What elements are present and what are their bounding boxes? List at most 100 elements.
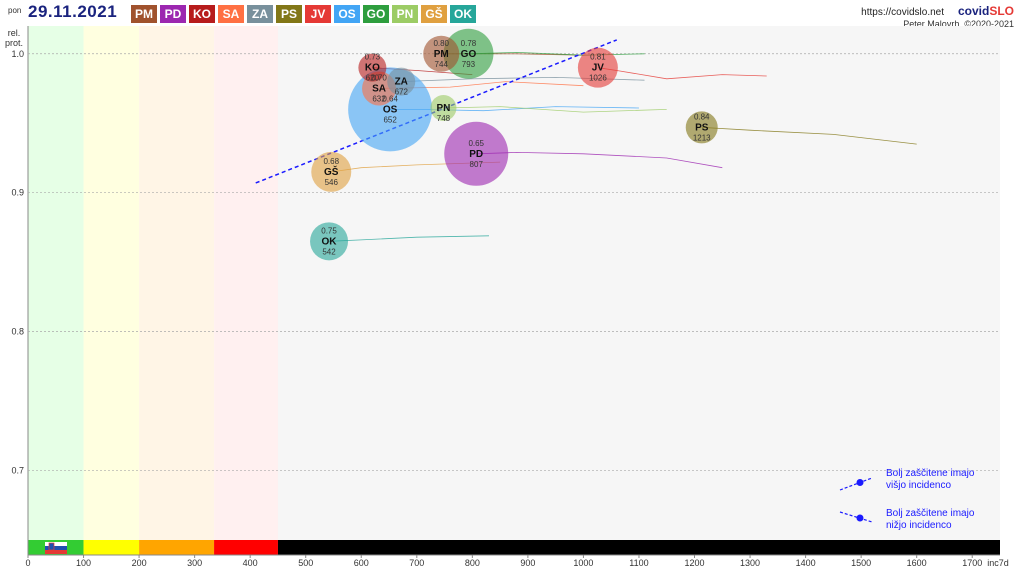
zone-band-1: [83, 26, 140, 540]
bubble-value: 0.75: [321, 226, 337, 235]
legend-chip-pm[interactable]: PM: [131, 5, 157, 23]
bubble-x-value: 1213: [693, 133, 711, 142]
legend-chip-go[interactable]: GO: [363, 5, 389, 23]
x-tick-label: 1100: [629, 558, 648, 568]
bubble-value: 0.70: [371, 74, 387, 83]
bubble-value: 0.73: [365, 53, 381, 62]
zone-band-0: [28, 26, 84, 540]
y-axis-label: rel.: [8, 28, 21, 38]
annotation-dot-1: [856, 514, 864, 522]
bubble-pm: [423, 35, 460, 72]
bubble-x-value: 744: [435, 60, 449, 69]
bubble-x-value: 546: [325, 178, 339, 187]
legend-chip-gš[interactable]: GŠ: [421, 5, 447, 23]
x-tick-label: 800: [465, 558, 480, 568]
zone-bar-4: [277, 540, 1000, 555]
legend-chip-ok[interactable]: OK: [450, 5, 476, 23]
bubble-x-value: 1026: [589, 74, 607, 83]
bubble-x-value: 807: [470, 160, 484, 169]
x-tick-label: 1400: [796, 558, 816, 568]
brand-main: covid: [957, 4, 990, 18]
region-legend: PM PD KO SA ZA PS JV OS GO PN GŠ OK: [131, 5, 476, 23]
bubble-code: ZA: [395, 77, 408, 88]
x-tick-label: 500: [298, 558, 313, 568]
trail-pn: [443, 106, 667, 113]
flag-stripe-red: [45, 550, 67, 554]
flag-stripe-blue: [45, 546, 67, 550]
annotation-text-0: višjo incidenco: [886, 480, 951, 491]
brand-logo: covidSLO: [958, 4, 1014, 18]
y-tick-label: 1.0: [11, 49, 24, 59]
bubble-x-value: 620: [366, 74, 380, 83]
legend-chip-pd[interactable]: PD: [160, 5, 186, 23]
bubble-code: GŠ: [324, 165, 339, 178]
annotation-text-1: nižjo incidenco: [886, 520, 952, 531]
x-tick-label: 1700: [962, 558, 982, 568]
zone-bar-2: [139, 540, 215, 555]
x-tick-label: 1000: [573, 558, 593, 568]
bubble-code: PS: [695, 122, 709, 133]
x-tick-label: 1500: [851, 558, 871, 568]
legend-chip-za[interactable]: ZA: [247, 5, 273, 23]
annotation-text-1: Bolj zaščitene imajo: [886, 508, 975, 519]
bubble-ko: [358, 53, 387, 82]
zone-band-3: [214, 26, 278, 540]
legend-chip-ps[interactable]: PS: [276, 5, 302, 23]
x-tick-label: 200: [132, 558, 147, 568]
top-bar: pon 29.11.2021 PM PD KO SA ZA PS JV OS GO PN GŠ OK …: [0, 0, 1024, 29]
x-tick-label: 1200: [684, 558, 704, 568]
legend-chip-jv[interactable]: JV: [305, 5, 331, 23]
bubble-code: PM: [434, 49, 449, 60]
site-url[interactable]: https://covidslo.net: [861, 7, 944, 18]
bubble-x-value: 793: [462, 60, 476, 69]
bubble-jv: [577, 47, 618, 88]
bubble-value: 0.84: [694, 112, 710, 121]
bubble-pn: [430, 94, 457, 121]
bubble-x-value: 748: [437, 114, 451, 123]
trail-ps: [701, 127, 917, 145]
y-tick-label: 0.9: [11, 188, 24, 198]
x-tick-label: 600: [354, 558, 369, 568]
y-tick-label: 0.8: [11, 327, 24, 337]
x-tick-label: 0: [25, 558, 30, 568]
zone-band-2: [139, 26, 215, 540]
bubble-value: 0.65: [468, 139, 484, 148]
bubble-value: 0.80: [433, 39, 449, 48]
bubble-x-value: 672: [395, 88, 409, 97]
bubble-pd: [444, 121, 509, 186]
bubble-ps: [685, 111, 718, 144]
legend-chip-sa[interactable]: SA: [218, 5, 244, 23]
bubble-code: SA: [372, 84, 386, 95]
bubble-za: [387, 67, 416, 96]
legend-chip-pn[interactable]: PN: [392, 5, 418, 23]
brand-accent: SLO: [989, 4, 1014, 18]
bubble-gš: [311, 151, 352, 192]
bubble-code: GO: [461, 49, 477, 60]
y-axis-label: prot.: [5, 38, 23, 48]
annotation-line-0: [839, 477, 873, 491]
author-credit: Peter Malovrh, ©2020-2021: [903, 19, 1014, 29]
x-tick-label: 100: [76, 558, 91, 568]
bubble-ok: [310, 222, 349, 261]
flag-icon: [45, 542, 67, 554]
annotation-text-0: Bolj zaščitene imajo: [886, 468, 975, 479]
bubble-code: KO: [365, 63, 380, 74]
x-tick-label: 1600: [907, 558, 927, 568]
zone-bar-1: [83, 540, 140, 555]
legend-chip-os[interactable]: OS: [334, 5, 360, 23]
date-label: 29.11.2021: [28, 2, 118, 21]
bubble-code: JV: [592, 63, 605, 74]
legend-chip-ko[interactable]: KO: [189, 5, 215, 23]
bubble-code: PD: [469, 149, 483, 160]
bubble-value: 0.81: [590, 53, 606, 62]
